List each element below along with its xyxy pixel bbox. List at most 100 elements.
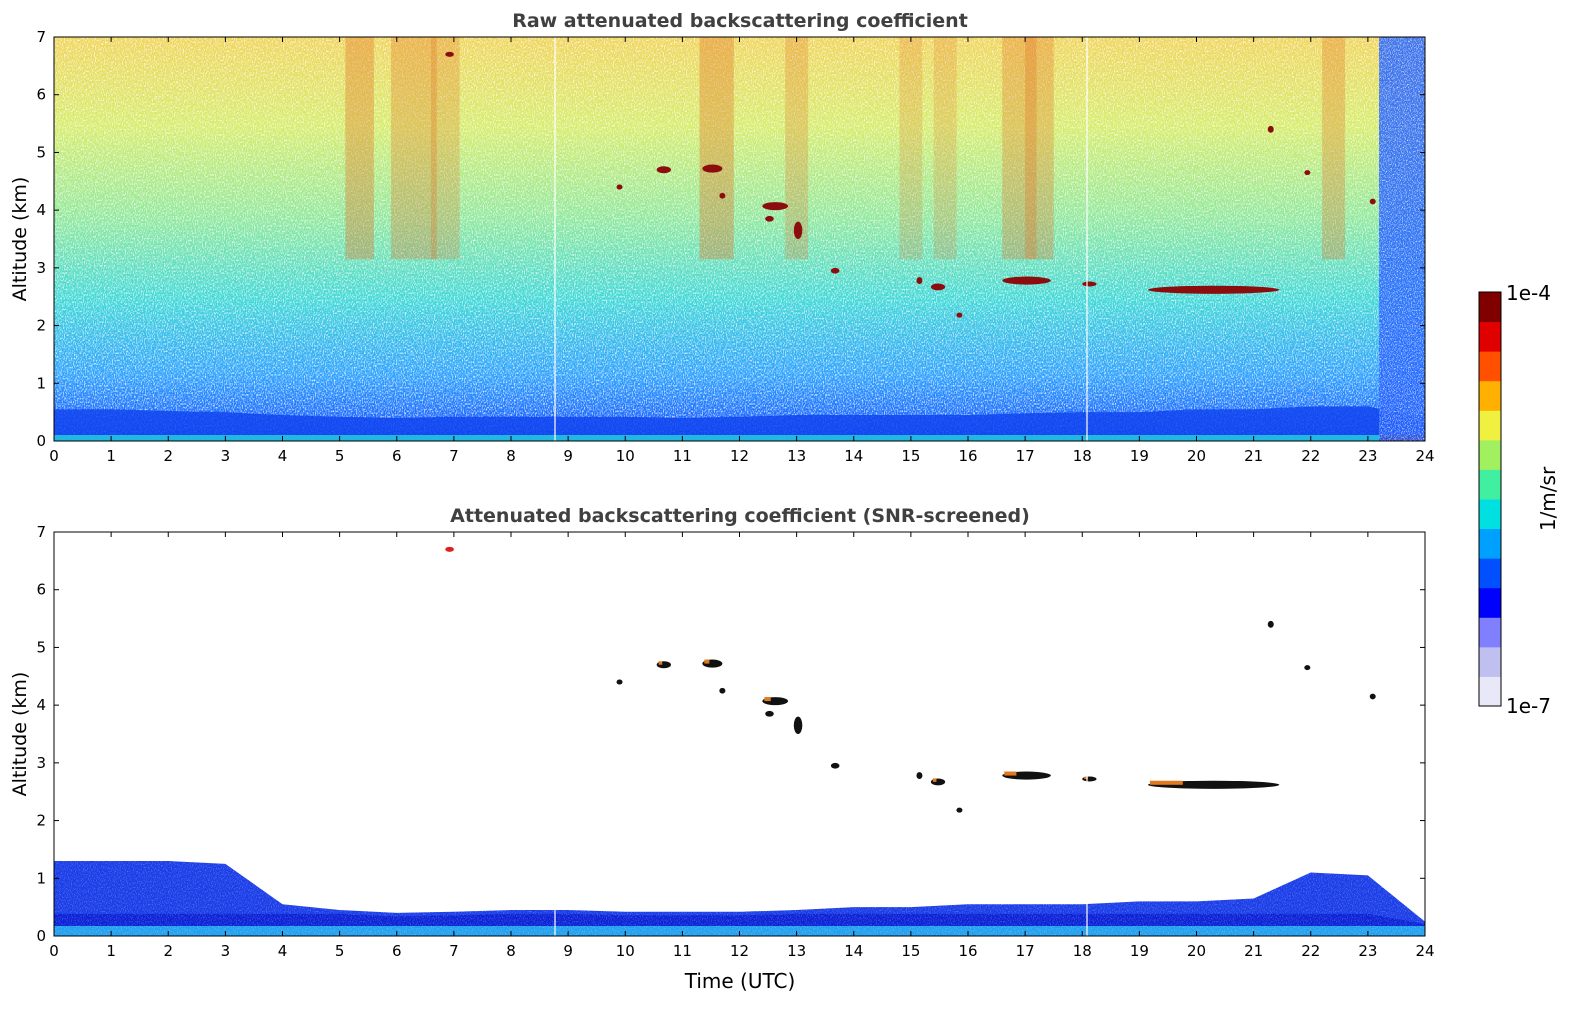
- x-tick-label: 21: [1244, 447, 1263, 465]
- x-tick-label: 17: [1016, 447, 1035, 465]
- x-tick-label: 19: [1130, 447, 1149, 465]
- cloud-feature: [719, 192, 726, 199]
- warm-streak: [785, 37, 809, 260]
- x-tick-label: 5: [335, 942, 345, 960]
- x-tick-label: 14: [844, 447, 863, 465]
- x-tick-label: 15: [901, 942, 920, 960]
- panel-screened-ylabel: Altitude (km): [9, 672, 31, 797]
- x-tick-label: 21: [1244, 942, 1263, 960]
- colorbar-segment: [1479, 676, 1501, 707]
- warm-streak: [699, 37, 734, 260]
- cloud-feature: [1304, 170, 1311, 176]
- x-tick-label: 2: [163, 447, 173, 465]
- x-tick-label: 17: [1016, 942, 1035, 960]
- cloud-feature: [1147, 285, 1280, 294]
- y-tick-label: 4: [36, 696, 46, 714]
- cloud-feature: [793, 221, 803, 239]
- cloud-feature-edge: [764, 697, 771, 702]
- x-tick-label: 7: [449, 942, 459, 960]
- warm-streak: [1025, 37, 1054, 260]
- y-tick-label: 1: [36, 374, 46, 392]
- cloud-feature: [830, 267, 840, 274]
- x-tick-label: 19: [1130, 942, 1149, 960]
- x-tick-label: 12: [730, 447, 749, 465]
- x-tick-label: 11: [673, 942, 692, 960]
- x-tick-label: 1: [106, 942, 116, 960]
- warm-streak: [933, 37, 957, 260]
- cloud-feature: [916, 772, 923, 780]
- x-tick-label: 3: [221, 942, 231, 960]
- x-tick-label: 16: [958, 447, 977, 465]
- y-tick-label: 7: [36, 523, 46, 541]
- colorbar-segment: [1479, 499, 1501, 530]
- cloud-feature: [616, 184, 623, 190]
- cloud-feature: [719, 687, 726, 694]
- x-tick-label: 7: [449, 447, 459, 465]
- panel-raw-axes: 0 1 2 3 4 5 6 7 8 9 10 11 12 13 14 15 16 17 18 19 20 21 22 23 24…: [36, 28, 1434, 465]
- colorbar-segment: [1479, 410, 1501, 441]
- cloud-feature: [956, 312, 963, 318]
- x-tick-label: 6: [392, 447, 402, 465]
- x-tick-label: 5: [335, 447, 345, 465]
- cloud-feature-edge: [932, 778, 937, 782]
- x-tick-label: 13: [787, 447, 806, 465]
- y-tick-label: 3: [36, 754, 46, 772]
- y-tick-label: 6: [36, 86, 46, 104]
- x-tick-label: 0: [49, 942, 59, 960]
- y-tick-label: 3: [36, 259, 46, 277]
- colorbar-segment: [1479, 646, 1501, 677]
- cloud-feature: [1304, 665, 1311, 671]
- colorbar-segment: [1479, 469, 1501, 500]
- cloud-feature-edge: [658, 661, 663, 665]
- x-tick-label: 23: [1358, 447, 1377, 465]
- cloud-feature: [616, 679, 623, 685]
- cloud-feature: [445, 51, 454, 57]
- boundary-layer-area: [54, 406, 1425, 441]
- colorbar-segment: [1479, 558, 1501, 589]
- y-tick-label: 4: [36, 201, 46, 219]
- x-tick-label: 15: [901, 447, 920, 465]
- colorbar-segment: [1479, 587, 1501, 618]
- x-tick-label: 11: [673, 447, 692, 465]
- x-tick-label: 0: [49, 447, 59, 465]
- colorbar-segment: [1479, 439, 1501, 470]
- cloud-feature: [1267, 620, 1274, 628]
- y-tick-label: 6: [36, 581, 46, 599]
- screened-layer-grain: [54, 850, 1425, 936]
- cloud-feature: [1369, 693, 1376, 700]
- x-tick-label: 18: [1073, 447, 1092, 465]
- colorbar-segment: [1479, 351, 1501, 382]
- warm-streak: [431, 37, 460, 260]
- panel-screened-title: Attenuated backscattering coefficient (S…: [450, 505, 1030, 527]
- cloud-feature-edge: [1149, 780, 1183, 785]
- y-tick-label: 0: [36, 927, 46, 945]
- colorbar-segment: [1479, 528, 1501, 559]
- x-tick-label: 18: [1073, 942, 1092, 960]
- colorbar-segment: [1479, 617, 1501, 648]
- x-tick-label: 2: [163, 942, 173, 960]
- cloud-feature: [1082, 281, 1097, 287]
- y-tick-label: 5: [36, 143, 46, 161]
- screened-cloud-features: [445, 546, 1376, 813]
- x-tick-label: 8: [506, 942, 516, 960]
- y-tick-label: 2: [36, 317, 46, 335]
- colorbar: 1e-4 1e-7 1/m/sr: [1478, 281, 1560, 718]
- x-tick-label: 16: [958, 942, 977, 960]
- raw-speckle-noise: [54, 37, 1425, 441]
- cloud-feature-edge: [1084, 776, 1088, 780]
- x-tick-label: 22: [1301, 942, 1320, 960]
- x-tick-label: 9: [563, 942, 573, 960]
- panel-raw: Raw attenuated backscattering coefficien…: [9, 10, 1435, 465]
- y-tick-label: 7: [36, 28, 46, 46]
- cloud-feature-edge: [704, 659, 710, 664]
- cloud-feature: [793, 716, 803, 734]
- warm-streak: [345, 37, 374, 260]
- x-tick-label: 20: [1187, 942, 1206, 960]
- colorbar-segment: [1479, 292, 1501, 323]
- colorbar-segment: [1479, 321, 1501, 352]
- x-tick-label: 1: [106, 447, 116, 465]
- raw-vertical-streaks: [345, 37, 1346, 260]
- warm-streak: [391, 37, 437, 260]
- y-tick-label: 5: [36, 638, 46, 656]
